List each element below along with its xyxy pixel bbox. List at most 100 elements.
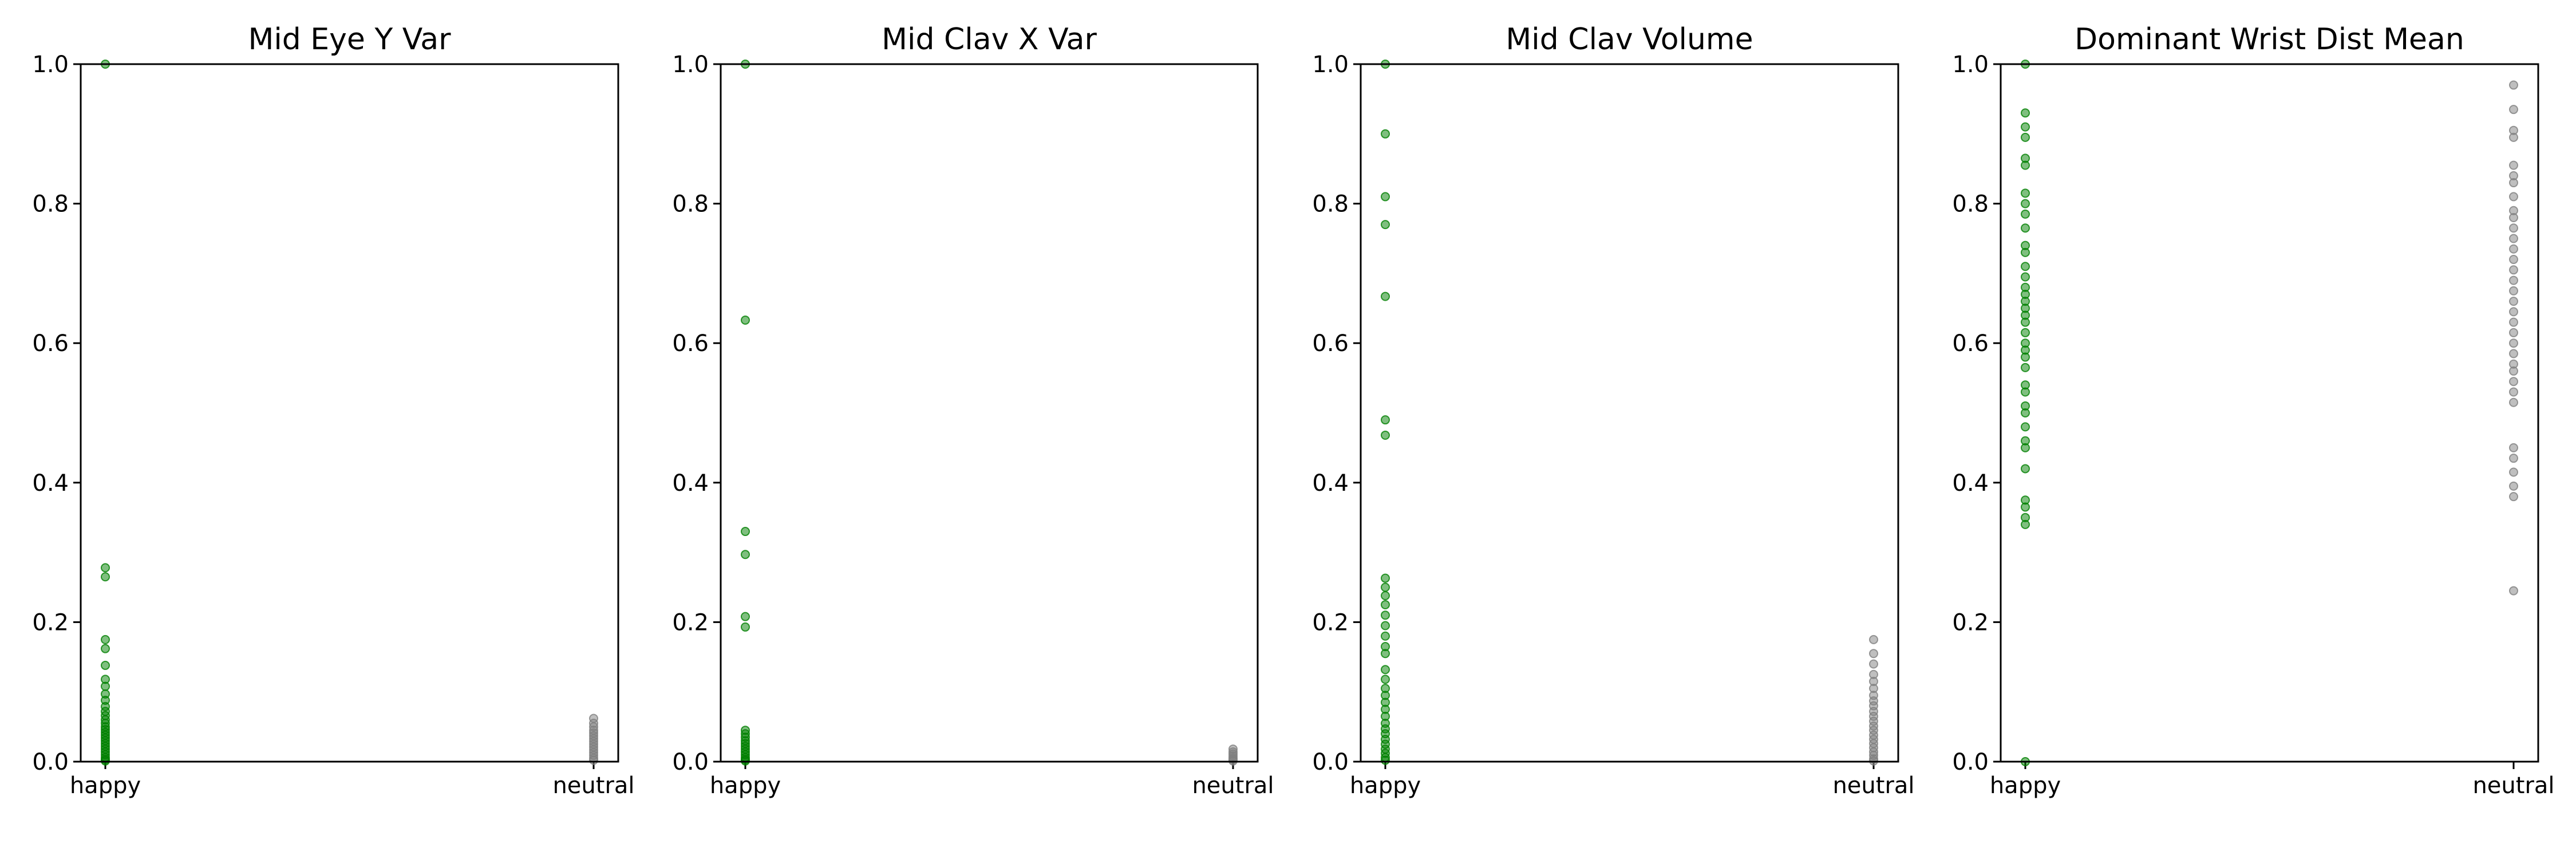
y-tick-label: 0.0 bbox=[1952, 749, 1989, 775]
axes-frame bbox=[720, 63, 1259, 763]
data-point-neutral bbox=[2509, 223, 2518, 233]
data-point-happy bbox=[1381, 610, 1390, 620]
y-tick-label: 0.2 bbox=[1952, 609, 1989, 636]
data-point-happy bbox=[1381, 582, 1390, 592]
data-point-neutral bbox=[2509, 244, 2518, 254]
data-point-neutral bbox=[2509, 192, 2518, 202]
y-tick-label: 0.0 bbox=[1312, 749, 1349, 775]
data-point-neutral bbox=[2509, 338, 2518, 348]
y-tick-label: 0.4 bbox=[672, 470, 709, 497]
data-point-happy bbox=[1381, 649, 1390, 659]
data-point-neutral bbox=[2509, 178, 2518, 188]
y-tick-label: 0.0 bbox=[672, 749, 709, 775]
data-point-happy bbox=[2021, 262, 2030, 271]
x-tick-label: happy bbox=[1350, 773, 1421, 799]
data-point-happy bbox=[101, 644, 110, 653]
data-point-happy bbox=[2021, 272, 2030, 282]
data-point-happy bbox=[2021, 199, 2030, 208]
x-tick-label: neutral bbox=[1832, 773, 1914, 799]
x-tick-label: neutral bbox=[2472, 773, 2554, 799]
data-point-neutral bbox=[2509, 255, 2518, 265]
data-point-happy bbox=[1381, 291, 1390, 301]
data-point-happy bbox=[2021, 502, 2030, 512]
y-tick-label: 0.2 bbox=[672, 609, 709, 636]
subplot-1: Mid Eye Y Var 0.0 0.2 0.4 0.6 0.8 1.0 happy neut… bbox=[32, 22, 634, 799]
data-point-neutral bbox=[2509, 377, 2518, 387]
data-point-happy bbox=[1381, 591, 1390, 601]
data-point-happy bbox=[2021, 223, 2030, 233]
data-point-neutral bbox=[2509, 275, 2518, 285]
y-tick-label: 0.4 bbox=[32, 470, 69, 497]
y-tick-label: 0.8 bbox=[672, 191, 709, 218]
data-point-happy bbox=[1381, 631, 1390, 641]
subplot-3: Mid Clav Volume 0.0 0.2 0.4 0.6 0.8 1.0 happy ne… bbox=[1312, 22, 1914, 799]
data-point-happy bbox=[2021, 247, 2030, 257]
data-point-neutral bbox=[589, 755, 598, 765]
data-point-neutral bbox=[2509, 481, 2518, 491]
data-point-neutral bbox=[2509, 467, 2518, 477]
data-point-happy bbox=[2021, 464, 2030, 474]
y-tick-label: 0.8 bbox=[1952, 191, 1989, 218]
data-point-happy bbox=[2021, 108, 2030, 118]
data-point-neutral bbox=[2509, 387, 2518, 397]
data-point-neutral bbox=[2509, 265, 2518, 275]
y-tick-label: 0.6 bbox=[1952, 330, 1989, 357]
data-point-happy bbox=[741, 612, 750, 621]
data-point-neutral bbox=[1869, 635, 1878, 644]
data-point-happy bbox=[1381, 755, 1390, 765]
data-point-happy bbox=[101, 681, 110, 691]
data-point-happy bbox=[1381, 220, 1390, 230]
data-point-happy bbox=[1381, 675, 1390, 684]
subplot-4: Dominant Wrist Dist Mean 0.0 0.2 0.4 0.6 0.8 1… bbox=[1952, 22, 2554, 799]
data-point-neutral bbox=[2509, 297, 2518, 306]
subplot-2: Mid Clav X Var 0.0 0.2 0.4 0.6 0.8 1.0 happy neu… bbox=[672, 22, 1274, 799]
y-tick-label: 0.0 bbox=[32, 749, 69, 775]
data-point-happy bbox=[1381, 415, 1390, 425]
y-tick-label: 1.0 bbox=[32, 52, 69, 78]
y-tick-label: 1.0 bbox=[672, 52, 709, 78]
subplot-title: Mid Clav X Var bbox=[882, 22, 1097, 57]
x-tick-label: neutral bbox=[552, 773, 634, 799]
data-point-happy bbox=[741, 622, 750, 632]
data-point-neutral bbox=[1869, 649, 1878, 659]
y-tick-label: 0.4 bbox=[1952, 470, 1989, 497]
data-point-happy bbox=[1381, 129, 1390, 139]
data-point-happy bbox=[1381, 621, 1390, 631]
axes-frame bbox=[80, 63, 619, 763]
data-point-neutral bbox=[2509, 234, 2518, 243]
y-tick-label: 0.2 bbox=[32, 609, 69, 636]
data-point-happy bbox=[2021, 328, 2030, 337]
data-point-neutral bbox=[2509, 212, 2518, 222]
data-point-neutral bbox=[2509, 328, 2518, 337]
data-point-happy bbox=[2021, 352, 2030, 362]
axes-frame bbox=[2000, 63, 2539, 763]
data-point-neutral bbox=[2509, 366, 2518, 376]
data-point-neutral bbox=[2509, 586, 2518, 596]
subplot-title: Mid Eye Y Var bbox=[248, 22, 451, 57]
y-tick-label: 1.0 bbox=[1952, 52, 1989, 78]
y-tick-label: 0.8 bbox=[32, 191, 69, 218]
data-point-happy bbox=[2021, 122, 2030, 132]
data-point-happy bbox=[2021, 519, 2030, 529]
data-point-happy bbox=[1381, 600, 1390, 609]
data-point-happy bbox=[2021, 132, 2030, 142]
data-point-neutral bbox=[2509, 105, 2518, 115]
data-point-happy bbox=[2021, 317, 2030, 327]
data-point-neutral bbox=[2509, 307, 2518, 317]
y-tick-label: 0.4 bbox=[1312, 470, 1349, 497]
data-point-happy bbox=[101, 660, 110, 670]
data-point-neutral bbox=[2509, 132, 2518, 142]
data-point-neutral bbox=[2509, 349, 2518, 358]
x-tick-label: happy bbox=[710, 773, 781, 799]
data-point-happy bbox=[101, 635, 110, 644]
data-point-neutral bbox=[2509, 454, 2518, 463]
y-tick-label: 0.6 bbox=[32, 330, 69, 357]
data-point-happy bbox=[1381, 430, 1390, 440]
data-point-happy bbox=[741, 316, 750, 325]
x-tick-label: happy bbox=[1990, 773, 2061, 799]
data-point-happy bbox=[2021, 160, 2030, 170]
y-tick-label: 0.6 bbox=[672, 330, 709, 357]
data-point-neutral bbox=[2509, 317, 2518, 327]
data-point-happy bbox=[741, 527, 750, 537]
subplot-title: Mid Clav Volume bbox=[1506, 22, 1753, 57]
